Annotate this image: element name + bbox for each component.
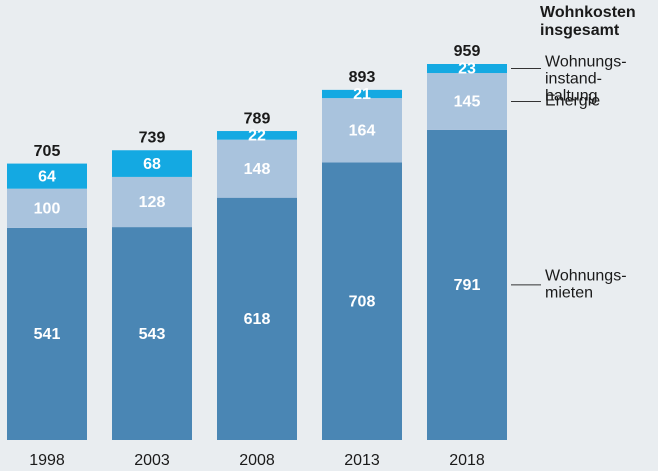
segment-label: 100 bbox=[34, 201, 61, 218]
segment-label: 708 bbox=[349, 293, 376, 310]
bar-segment bbox=[112, 227, 192, 440]
bar-segment bbox=[217, 197, 297, 440]
legend-label-line: Wohnungs- bbox=[545, 268, 627, 285]
x-tick-label: 2008 bbox=[239, 452, 275, 469]
x-tick-label: 2018 bbox=[449, 452, 485, 469]
total-label: 959 bbox=[454, 43, 481, 60]
legend-label: Energie bbox=[545, 93, 600, 110]
segment-label: 68 bbox=[143, 156, 161, 173]
segment-label: 148 bbox=[244, 161, 271, 178]
legend-label-line: Energie bbox=[545, 93, 600, 110]
total-label: 893 bbox=[349, 69, 376, 86]
bar-segment bbox=[322, 98, 402, 163]
segment-label: 164 bbox=[349, 122, 376, 139]
segment-label: 618 bbox=[244, 311, 271, 328]
bar-segment bbox=[7, 188, 87, 228]
segment-label: 543 bbox=[139, 326, 166, 343]
segment-label: 541 bbox=[34, 326, 61, 343]
bar-segment bbox=[112, 150, 192, 177]
segment-label: 22 bbox=[248, 128, 266, 145]
bar-segment bbox=[427, 64, 507, 74]
segment-label: 128 bbox=[139, 194, 166, 211]
legend-label-line: Wohnungs- bbox=[545, 54, 627, 71]
bar-segment bbox=[322, 89, 402, 99]
bar-segment bbox=[427, 129, 507, 441]
total-label: 705 bbox=[34, 143, 61, 160]
legend-label-line: haltung bbox=[545, 88, 598, 105]
segment-label: 791 bbox=[454, 277, 481, 294]
bar-segment bbox=[427, 73, 507, 130]
segment-label: 23 bbox=[458, 61, 476, 78]
x-tick-label: 1998 bbox=[29, 452, 65, 469]
x-tick-label: 2013 bbox=[344, 452, 380, 469]
bar-segment bbox=[217, 139, 297, 198]
segment-label: 145 bbox=[454, 94, 481, 111]
x-tick-label: 2003 bbox=[134, 452, 170, 469]
total-label: 739 bbox=[139, 129, 166, 146]
legend-label-line: instand- bbox=[545, 71, 602, 88]
legend-label: Wohnungs-instand-haltung bbox=[545, 54, 627, 105]
totals-header: Wohnkosten insgesamt bbox=[540, 4, 636, 39]
segment-label: 64 bbox=[38, 168, 56, 185]
segment-label: 21 bbox=[353, 86, 371, 103]
bar-segment bbox=[112, 176, 192, 228]
bar-segment bbox=[322, 162, 402, 441]
bar-segment bbox=[7, 163, 87, 189]
total-label: 789 bbox=[244, 110, 271, 127]
bar-segment bbox=[217, 131, 297, 140]
bar-segment bbox=[7, 227, 87, 440]
legend-label-line: mieten bbox=[545, 285, 593, 302]
legend-label: Wohnungs-mieten bbox=[545, 268, 627, 302]
totals-header-line: insgesamt bbox=[540, 22, 620, 39]
totals-header-line: Wohnkosten bbox=[540, 4, 636, 21]
